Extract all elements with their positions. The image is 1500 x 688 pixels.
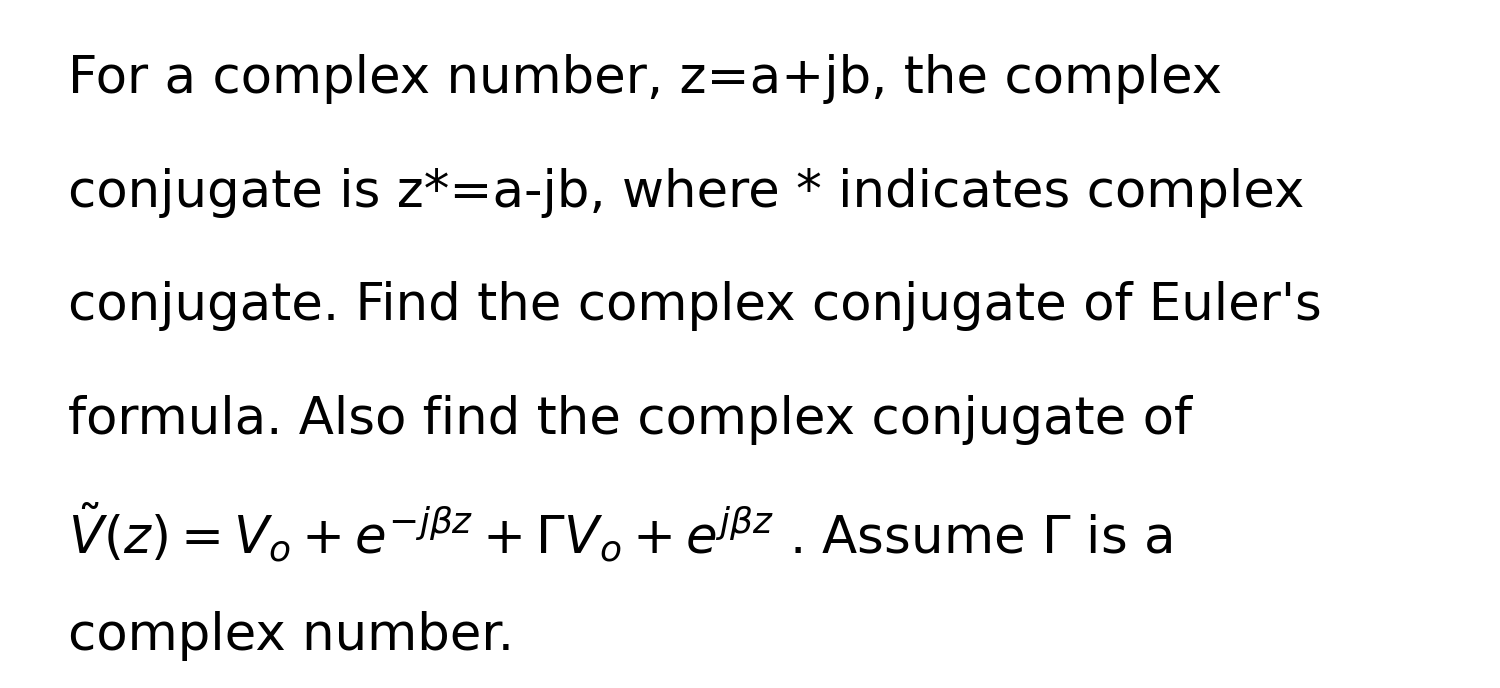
Text: $\tilde{V}(z) = V_o + e^{-j\beta z} + \Gamma V_o + e^{j\beta z}$ . Assume $\Gamm: $\tilde{V}(z) = V_o + e^{-j\beta z} + \G…: [68, 501, 1172, 566]
Text: complex number.: complex number.: [68, 612, 513, 661]
Text: For a complex number, z=a+jb, the complex: For a complex number, z=a+jb, the comple…: [68, 54, 1221, 104]
Text: formula. Also find the complex conjugate of: formula. Also find the complex conjugate…: [68, 395, 1191, 444]
Text: conjugate is z*=a-jb, where * indicates complex: conjugate is z*=a-jb, where * indicates …: [68, 168, 1304, 217]
Text: conjugate. Find the complex conjugate of Euler's: conjugate. Find the complex conjugate of…: [68, 281, 1322, 331]
